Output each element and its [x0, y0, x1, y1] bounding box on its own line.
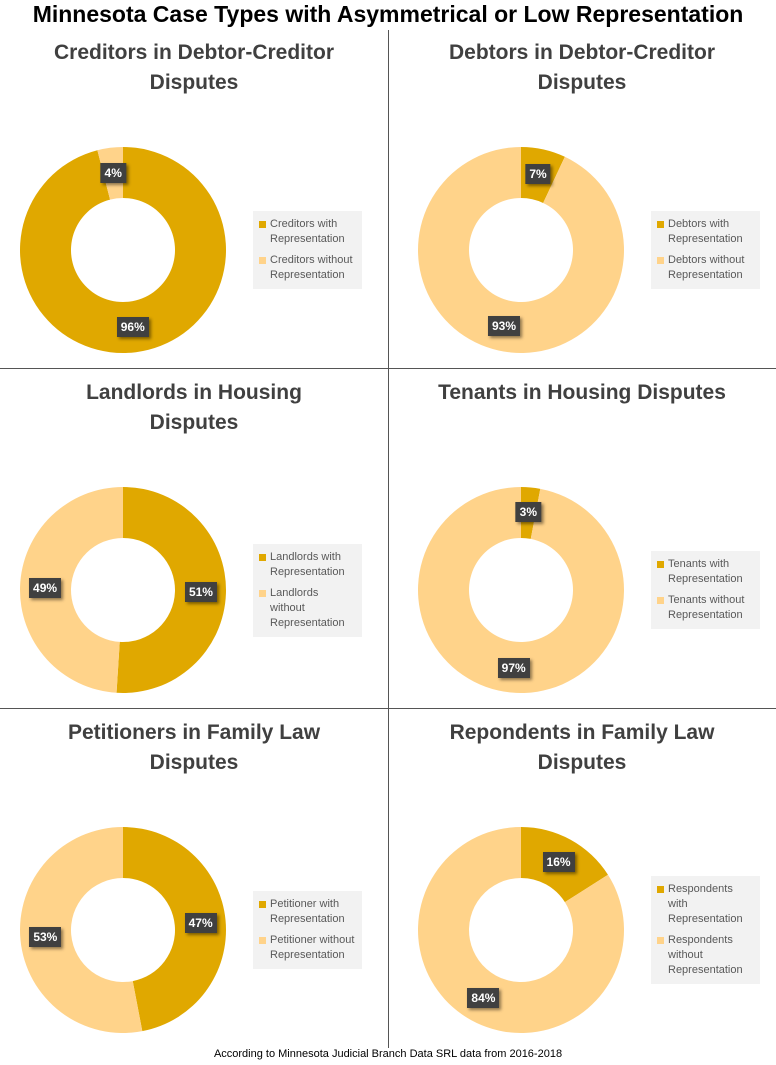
slice-with-representation: [116, 487, 227, 693]
data-label: 93%: [487, 316, 520, 337]
donut-chart: [20, 487, 227, 693]
donut-chart-panel: Landlords in Housing Disputes 51% 49% Landlo…: [0, 370, 388, 710]
chart-title: Creditors in Debtor-Creditor Disputes: [0, 38, 388, 98]
legend-label: Landlords without Representation: [270, 586, 345, 629]
data-label: 84%: [467, 988, 500, 1009]
legend-item: Respondents with Representation: [657, 882, 754, 927]
legend-swatch: [657, 561, 664, 568]
donut-chart-panel: Petitioners in Family Law Disputes 47% 53% P…: [0, 710, 388, 1050]
legend-label: Tenants with Representation: [668, 558, 743, 585]
legend-swatch: [657, 937, 664, 944]
legend-swatch: [657, 221, 664, 228]
legend-label: Respondents with Representation: [668, 883, 743, 925]
legend-label: Petitioner with Representation: [270, 898, 345, 925]
chart-title: Tenants in Housing Disputes: [388, 378, 776, 408]
chart-title-line: Disputes: [537, 71, 627, 94]
legend-label: Debtors with Representation: [668, 218, 743, 245]
chart-title-line: Disputes: [149, 751, 239, 774]
divider-horizontal: [0, 708, 776, 709]
donut-chart-panel: Repondents in Family Law Disputes 16% 84% Re…: [388, 710, 776, 1050]
legend-label: Petitioner without Representation: [270, 934, 355, 961]
data-label: 7%: [525, 163, 551, 184]
divider-horizontal: [0, 368, 776, 369]
donut-chart-panel: Creditors in Debtor-Creditor Disputes 96% 4…: [0, 30, 388, 370]
legend-item: Petitioner with Representation: [259, 897, 356, 927]
legend-swatch: [657, 597, 664, 604]
legend-label: Respondents without Representation: [668, 934, 743, 976]
legend-item: Debtors without Representation: [657, 253, 754, 283]
legend: Landlords with Representation Landlords w…: [253, 543, 362, 637]
legend-item: Creditors with Representation: [259, 217, 356, 247]
footer-note: According to Minnesota Judicial Branch D…: [213, 1048, 563, 1060]
legend-swatch: [259, 257, 266, 264]
divider-vertical: [388, 30, 389, 1048]
legend-item: Respondents without Representation: [657, 933, 754, 978]
chart-title-line: Landlords in Housing: [86, 381, 302, 404]
slice-without-representation: [20, 827, 143, 1033]
chart-title-line: Repondents in Family Law: [449, 721, 715, 744]
legend-swatch: [259, 553, 266, 561]
legend-swatch: [259, 937, 266, 944]
legend: Tenants with Representation Tenants witho…: [651, 551, 760, 629]
data-label: 16%: [542, 851, 575, 872]
legend-item: Landlords without Representation: [259, 586, 356, 631]
legend: Petitioner with Representation Petitioner…: [253, 891, 362, 969]
slice-with-representation: [123, 827, 227, 1032]
legend: Debtors with Representation Debtors witho…: [651, 211, 760, 289]
chart-title: Debtors in Debtor-Creditor Disputes: [388, 38, 776, 98]
slice-without-representation: [418, 487, 624, 693]
legend-label: Tenants without Representation: [668, 594, 745, 621]
legend-item: Debtors with Representation: [657, 217, 754, 247]
chart-title: Repondents in Family Law Disputes: [388, 718, 776, 778]
chart-title-line: Disputes: [537, 751, 627, 774]
legend-swatch: [259, 589, 266, 597]
legend-swatch: [657, 257, 664, 264]
donut-chart: [418, 147, 624, 354]
legend: Respondents with Representation Responden…: [651, 876, 760, 984]
legend-swatch: [259, 221, 266, 228]
donut-chart-panel: Debtors in Debtor-Creditor Disputes 7% 93% D…: [388, 30, 776, 370]
legend-label: Creditors without Representation: [270, 254, 353, 281]
legend-item: Tenants without Representation: [657, 593, 754, 623]
legend: Creditors with Representation Creditors w…: [253, 211, 362, 289]
data-label: 3%: [515, 502, 541, 523]
legend-item: Petitioner without Representation: [259, 933, 356, 963]
chart-title-line: Tenants in Housing Disputes: [438, 381, 726, 404]
legend-label: Creditors with Representation: [270, 218, 345, 245]
data-label: 97%: [497, 657, 530, 678]
legend-item: Creditors without Representation: [259, 253, 356, 283]
legend-item: Tenants with Representation: [657, 557, 754, 587]
chart-title-line: Creditors in Debtor-Creditor: [53, 41, 334, 64]
chart-title: Landlords in Housing Disputes: [0, 378, 388, 438]
legend-label: Landlords with Representation: [270, 550, 345, 578]
donut-chart: [20, 827, 227, 1033]
chart-title: Petitioners in Family Law Disputes: [0, 718, 388, 778]
legend-item: Landlords with Representation: [259, 550, 356, 580]
legend-swatch: [259, 901, 266, 908]
slice-without-representation: [418, 827, 624, 1033]
chart-title-line: Petitioners in Family Law: [67, 721, 321, 744]
legend-label: Debtors without Representation: [668, 254, 745, 281]
donut-chart-panel: Tenants in Housing Disputes 3% 97% Tenants …: [388, 370, 776, 710]
donut-chart: [20, 147, 227, 354]
chart-title-line: Disputes: [149, 411, 239, 434]
data-label: 51%: [184, 582, 217, 603]
legend-swatch: [657, 886, 664, 893]
slice-with-representation: [20, 147, 227, 354]
data-label: 53%: [29, 927, 62, 948]
main-title: Minnesota Case Types with Asymmetrical o…: [32, 1, 744, 27]
data-label: 47%: [184, 912, 217, 933]
slice-without-representation: [20, 487, 123, 693]
donut-chart: [418, 487, 624, 693]
data-label: 96%: [116, 317, 149, 338]
data-label: 4%: [100, 162, 126, 183]
chart-title-line: Debtors in Debtor-Creditor: [448, 41, 715, 64]
chart-title-line: Disputes: [149, 71, 239, 94]
data-label: 49%: [29, 577, 62, 598]
slice-without-representation: [418, 147, 624, 354]
